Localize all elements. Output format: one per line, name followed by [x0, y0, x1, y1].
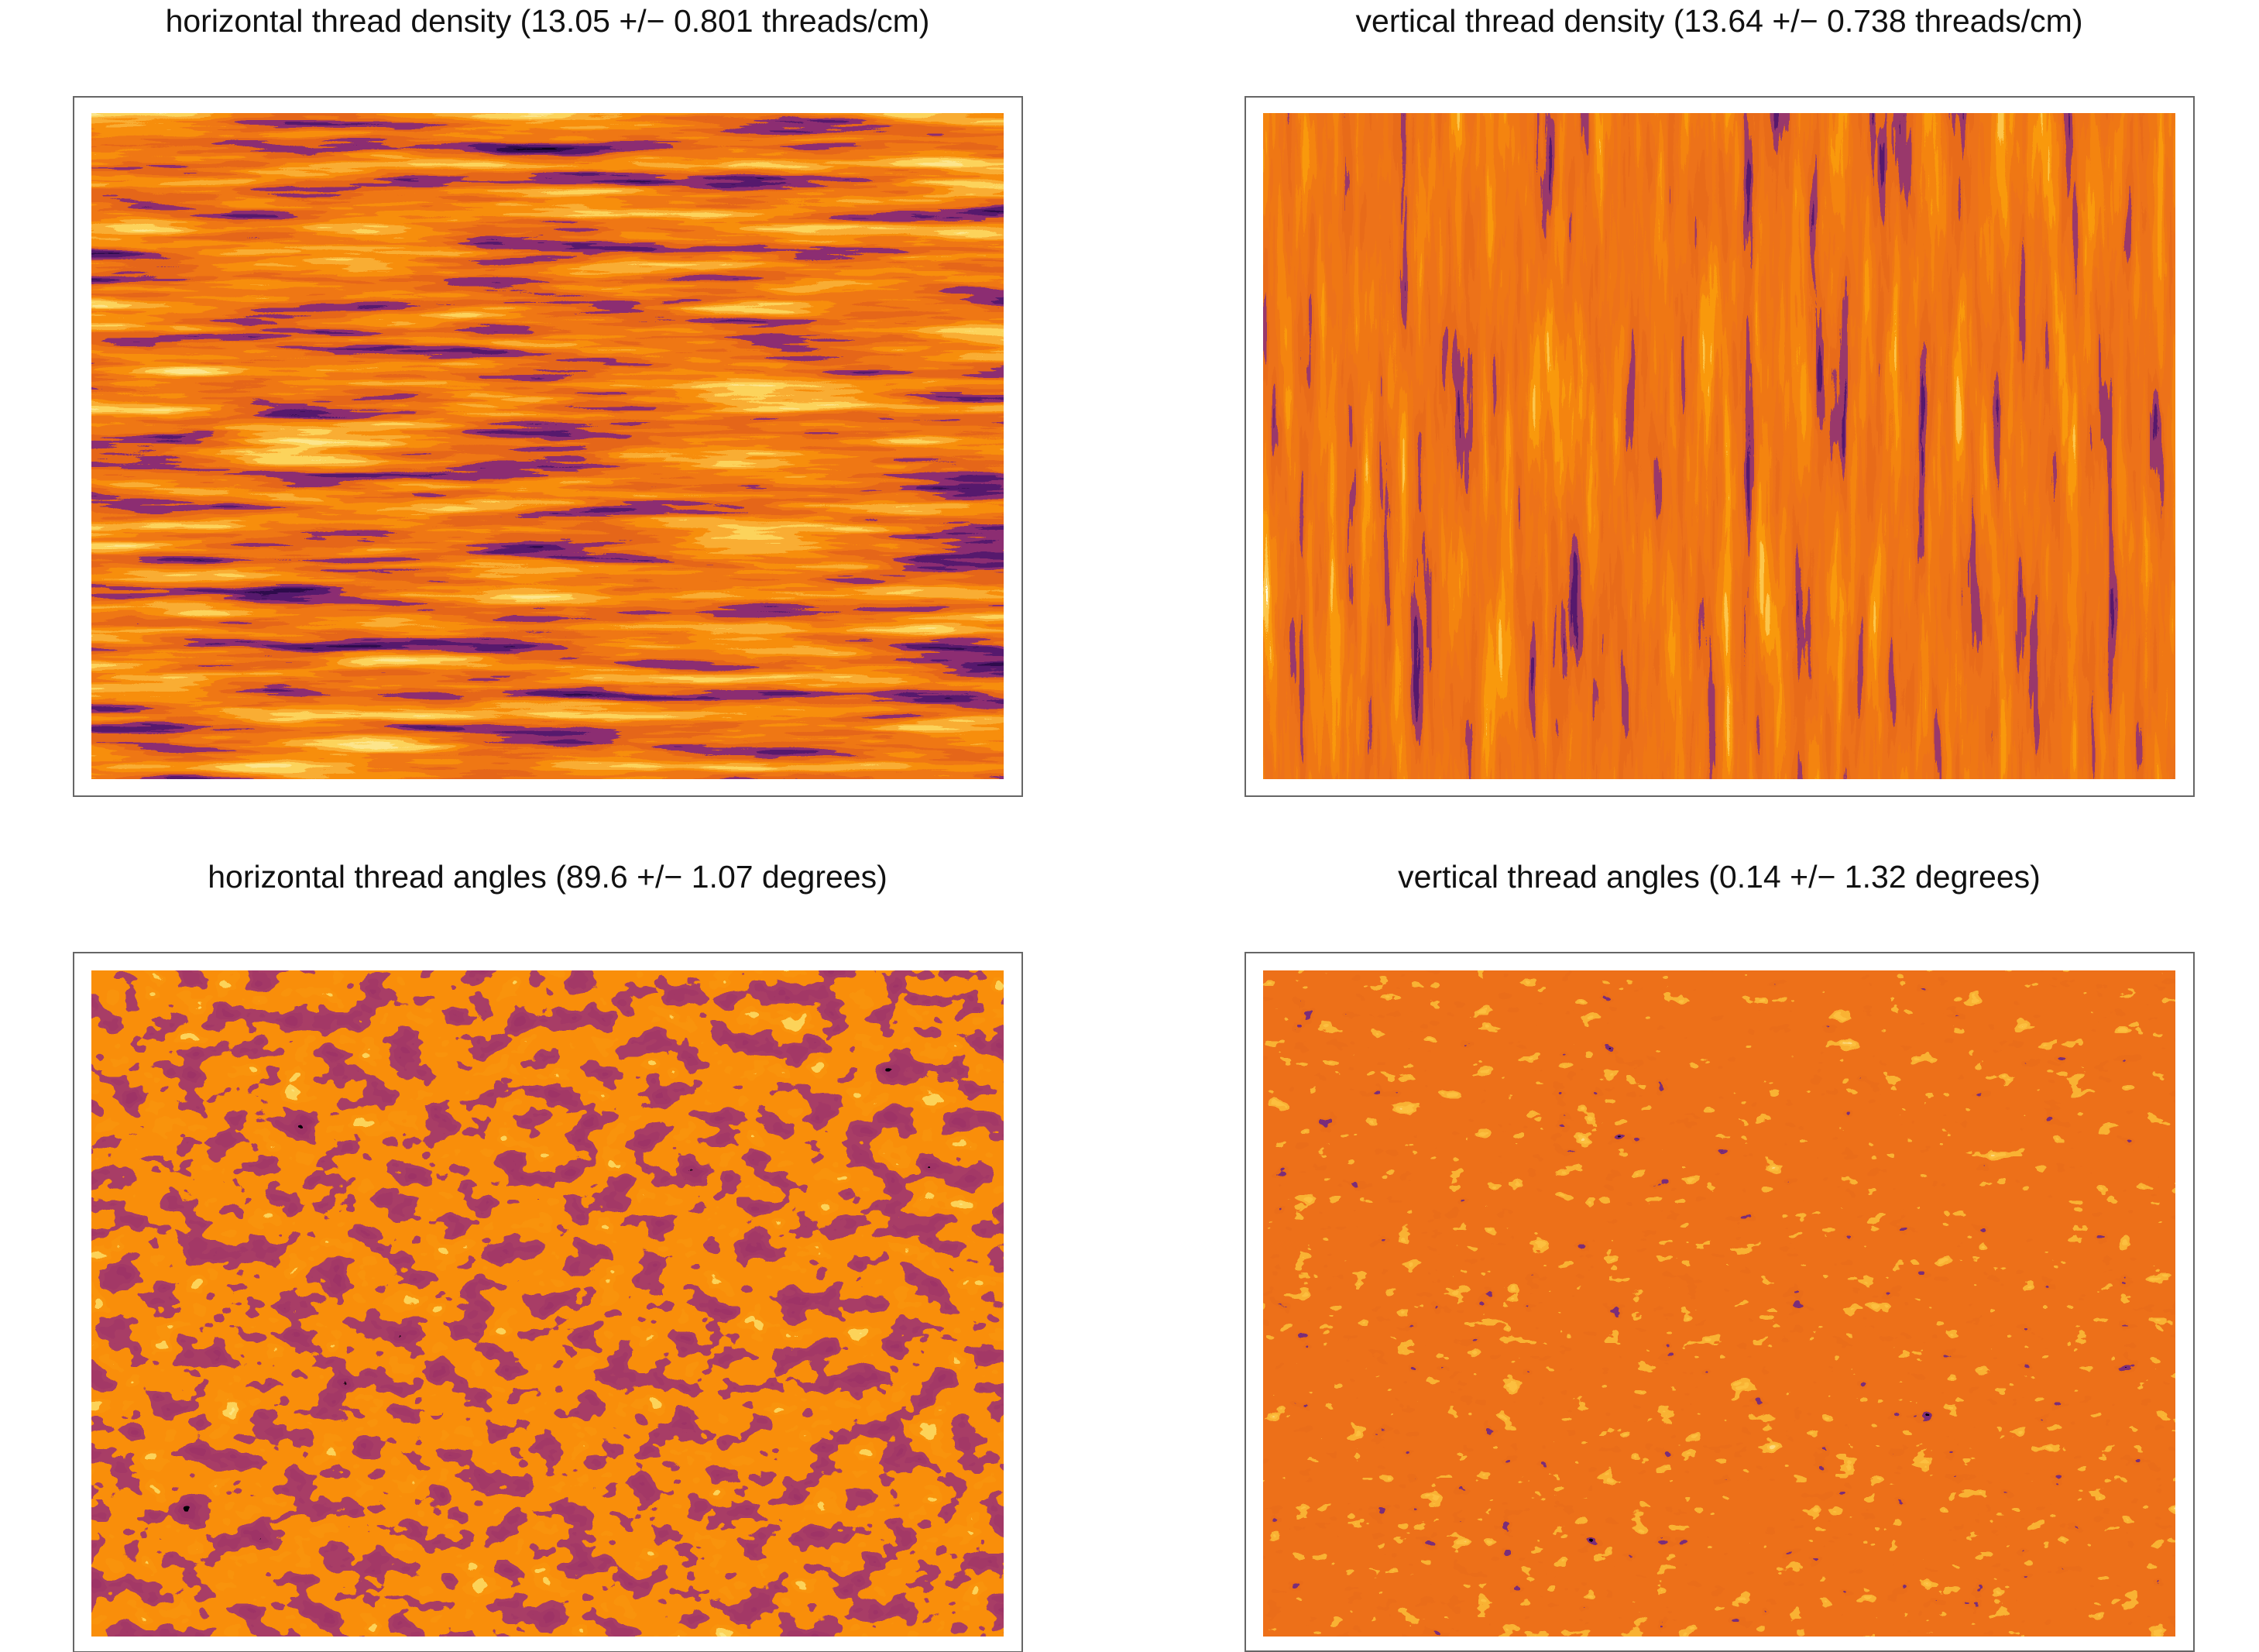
panel-title: vertical thread density (13.64 +/− 0.738… [1356, 3, 2083, 39]
panel-title: horizontal thread angles (89.6 +/− 1.07 … [208, 859, 887, 895]
panel-frame [1245, 96, 2195, 797]
panel-frame [1245, 952, 2195, 1652]
heatmap [91, 970, 1004, 1637]
panel-title: horizontal thread density (13.05 +/− 0.8… [166, 3, 930, 39]
panel-frame [73, 952, 1023, 1652]
panel-frame [73, 96, 1023, 797]
heatmap [1263, 113, 2175, 779]
heatmap [1263, 970, 2175, 1637]
heatmap [91, 113, 1004, 779]
panel-title: vertical thread angles (0.14 +/− 1.32 de… [1398, 859, 2041, 895]
